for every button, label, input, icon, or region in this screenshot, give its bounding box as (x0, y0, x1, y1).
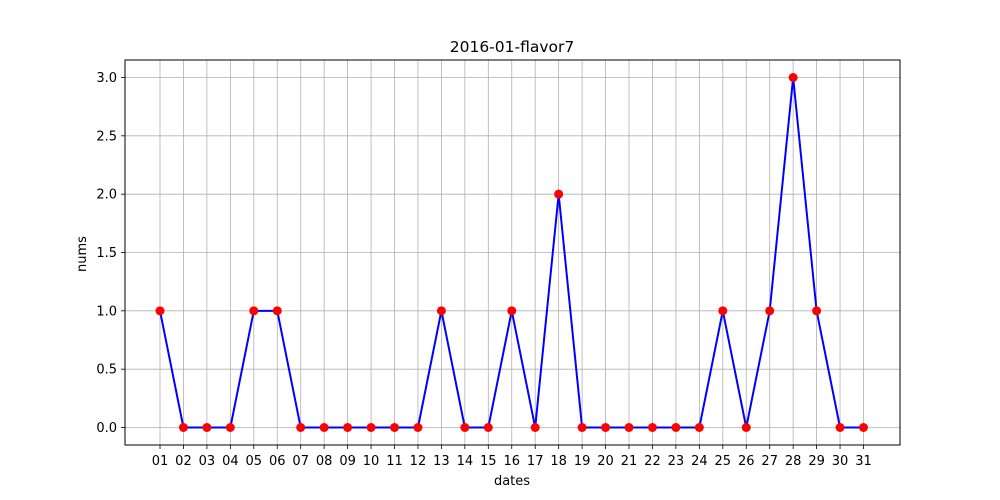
x-tick-label: 10 (363, 454, 380, 469)
x-tick-label: 16 (503, 454, 520, 469)
x-tick-label: 29 (808, 454, 825, 469)
x-tick-label: 27 (761, 454, 778, 469)
marker-layer (155, 73, 868, 432)
y-tick-label: 1.0 (96, 304, 117, 319)
data-point (577, 423, 587, 432)
x-tick-label: 28 (785, 454, 802, 469)
x-tick-label: 20 (597, 454, 614, 469)
data-point (249, 306, 259, 316)
data-point (812, 306, 822, 316)
x-tick-label: 06 (269, 454, 286, 469)
data-point (366, 423, 376, 432)
x-axis-ticks: 01 02 03 04 05 06 07 08 09 10 11 12 13 14 15 16 17 18 19 20… (152, 445, 872, 469)
x-tick-label: 05 (246, 454, 263, 469)
data-point (390, 423, 399, 432)
x-tick-label: 21 (621, 454, 638, 469)
data-point (436, 306, 446, 316)
x-tick-label: 13 (433, 454, 450, 469)
data-point (507, 306, 517, 316)
grid-layer (125, 60, 900, 445)
data-point (296, 423, 306, 432)
x-tick-label: 24 (691, 454, 708, 469)
x-tick-label: 03 (199, 454, 216, 469)
x-tick-label: 19 (574, 454, 591, 469)
data-point (554, 189, 564, 199)
x-tick-label: 01 (152, 454, 169, 469)
y-tick-label: 2.0 (96, 188, 117, 203)
data-point (835, 423, 845, 432)
x-tick-label: 08 (316, 454, 333, 469)
data-point (272, 306, 282, 316)
x-tick-label: 30 (832, 454, 849, 469)
data-point (694, 423, 704, 432)
data-point (859, 423, 868, 432)
data-point (225, 423, 235, 432)
data-point (624, 423, 634, 432)
y-tick-label: 2.5 (96, 129, 117, 144)
data-point (413, 423, 423, 432)
y-tick-label: 0.5 (96, 363, 117, 378)
x-tick-label: 23 (668, 454, 685, 469)
x-tick-label: 18 (550, 454, 567, 469)
chart-title: 2016-01-flavor7 (450, 38, 575, 56)
x-axis-label: dates (494, 474, 530, 489)
x-tick-label: 26 (738, 454, 755, 469)
x-tick-label: 04 (222, 454, 239, 469)
x-tick-label: 07 (292, 454, 309, 469)
x-tick-label: 31 (855, 454, 872, 469)
data-point (319, 423, 329, 432)
data-point (741, 423, 751, 432)
x-tick-label: 14 (457, 454, 474, 469)
x-tick-label: 25 (715, 454, 732, 469)
data-point (460, 423, 470, 432)
data-point (601, 423, 611, 432)
y-axis-ticks: 0.0 0.5 1.0 1.5 2.0 2.5 3.0 (96, 71, 125, 436)
data-point (178, 423, 188, 432)
x-tick-label: 09 (339, 454, 356, 469)
y-tick-label: 1.5 (96, 246, 117, 261)
data-point (343, 423, 353, 432)
y-axis-label: nums (75, 236, 90, 272)
data-point (788, 73, 798, 82)
x-tick-label: 02 (175, 454, 192, 469)
x-tick-label: 11 (386, 454, 403, 469)
y-tick-label: 0.0 (96, 421, 117, 436)
data-point (483, 423, 493, 432)
data-point (647, 423, 657, 432)
x-tick-label: 15 (480, 454, 497, 469)
data-point (155, 306, 165, 316)
data-point (765, 306, 775, 316)
data-point (202, 423, 212, 432)
x-tick-label: 22 (644, 454, 661, 469)
data-point (671, 423, 681, 432)
data-point (530, 423, 540, 432)
y-tick-label: 3.0 (96, 71, 117, 86)
data-point (718, 306, 728, 316)
x-tick-label: 17 (527, 454, 544, 469)
x-tick-label: 12 (410, 454, 427, 469)
